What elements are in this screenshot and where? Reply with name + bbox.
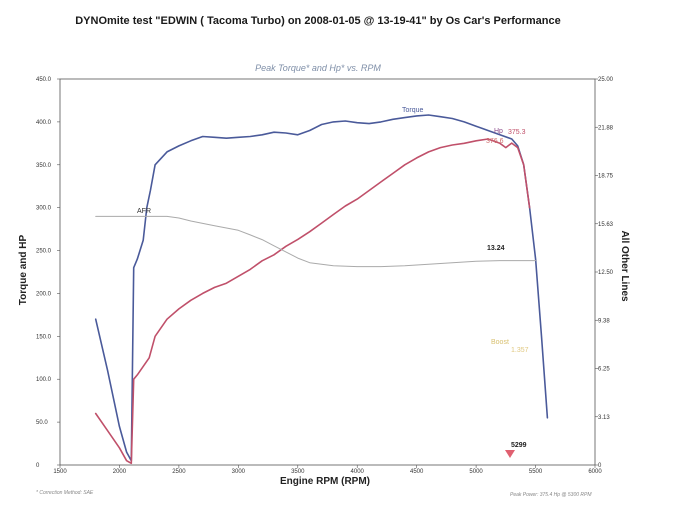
- y-right-tick-label: 21.88: [598, 125, 614, 131]
- y-left-tick-label: 300.0: [36, 206, 52, 212]
- y-axis-left-ticks: 0 50.0 100.0 150.0 200.0 250.0 300.0 350.0 400.0…: [36, 77, 60, 469]
- y-right-tick-label: 18.75: [598, 174, 614, 180]
- chart-subtitle: Peak Torque* and Hp* vs. RPM: [255, 63, 381, 73]
- torque-series-label: Torque: [402, 107, 424, 114]
- footnote-peak-power: Peak Power: 375.4 Hp @ 5300 RPM: [510, 492, 592, 498]
- boost-value: 1.357: [511, 347, 529, 354]
- x-tick-label: 5000: [469, 469, 483, 475]
- x-tick-label: 3000: [232, 469, 246, 475]
- y-right-tick-label: 25.00: [598, 77, 614, 83]
- x-tick-label: 3500: [291, 469, 305, 475]
- y-right-tick-label: 3.13: [598, 415, 610, 421]
- y-right-tick-label: 6.25: [598, 367, 610, 373]
- footnote-correction: * Correction Method: SAE: [36, 490, 94, 496]
- y-left-tick-label: 100.0: [36, 377, 52, 383]
- y-left-tick-label: 0: [36, 463, 40, 469]
- afr-final-value: 13.24: [487, 245, 505, 252]
- y-left-tick-label: 450.0: [36, 77, 52, 83]
- y-right-tick-label: 12.50: [598, 270, 614, 276]
- y-left-tick-label: 150.0: [36, 334, 52, 340]
- hp-series-label: Hp: [494, 128, 503, 135]
- x-tick-label: 1500: [53, 469, 67, 475]
- series-layer: [94, 114, 549, 465]
- y-left-tick-label: 50.0: [36, 420, 48, 426]
- series-line-afr: [95, 215, 537, 268]
- x-tick-label: 4000: [351, 469, 365, 475]
- x-axis-label: Engine RPM (RPM): [280, 476, 370, 487]
- y-right-tick-label: 9.38: [598, 318, 610, 324]
- y-axis-right-ticks: 0 3.13 6.25 9.38 12.50 15.63 18.75 21.88 25.00: [595, 77, 614, 469]
- series-line-hp: [94, 138, 531, 465]
- chart-title: DYNOmite test "EDWIN ( Tacoma Turbo) on …: [75, 15, 561, 27]
- y-axis-left-label: Torque and HP: [18, 234, 29, 305]
- series-line-torque: [94, 114, 549, 462]
- y-right-tick-label: 0: [598, 463, 602, 469]
- y-left-tick-label: 200.0: [36, 291, 52, 297]
- x-tick-label: 2000: [113, 469, 127, 475]
- x-tick-label: 5500: [529, 469, 543, 475]
- plot-area: [59, 78, 596, 466]
- x-axis-ticks: 1500 2000 2500 3000 3500 4000 4500 5000 5500 6000: [53, 465, 602, 475]
- x-tick-label: 6000: [588, 469, 602, 475]
- peak-rpm-label: 5299: [511, 442, 527, 449]
- hp-peak-value-2: 376.6: [486, 138, 504, 145]
- hp-peak-value: 375.3: [508, 129, 526, 136]
- x-tick-label: 4500: [410, 469, 424, 475]
- y-left-tick-label: 350.0: [36, 163, 52, 169]
- x-tick-label: 2500: [172, 469, 186, 475]
- boost-series-label: Boost: [491, 339, 509, 346]
- plot-border: [59, 78, 596, 466]
- y-left-tick-label: 250.0: [36, 249, 52, 255]
- afr-series-label: AFR: [137, 208, 151, 215]
- y-axis-right-label: All Other Lines: [619, 230, 630, 302]
- peak-rpm-marker: [505, 450, 515, 458]
- y-right-tick-label: 15.63: [598, 222, 614, 228]
- y-left-tick-label: 400.0: [36, 120, 52, 126]
